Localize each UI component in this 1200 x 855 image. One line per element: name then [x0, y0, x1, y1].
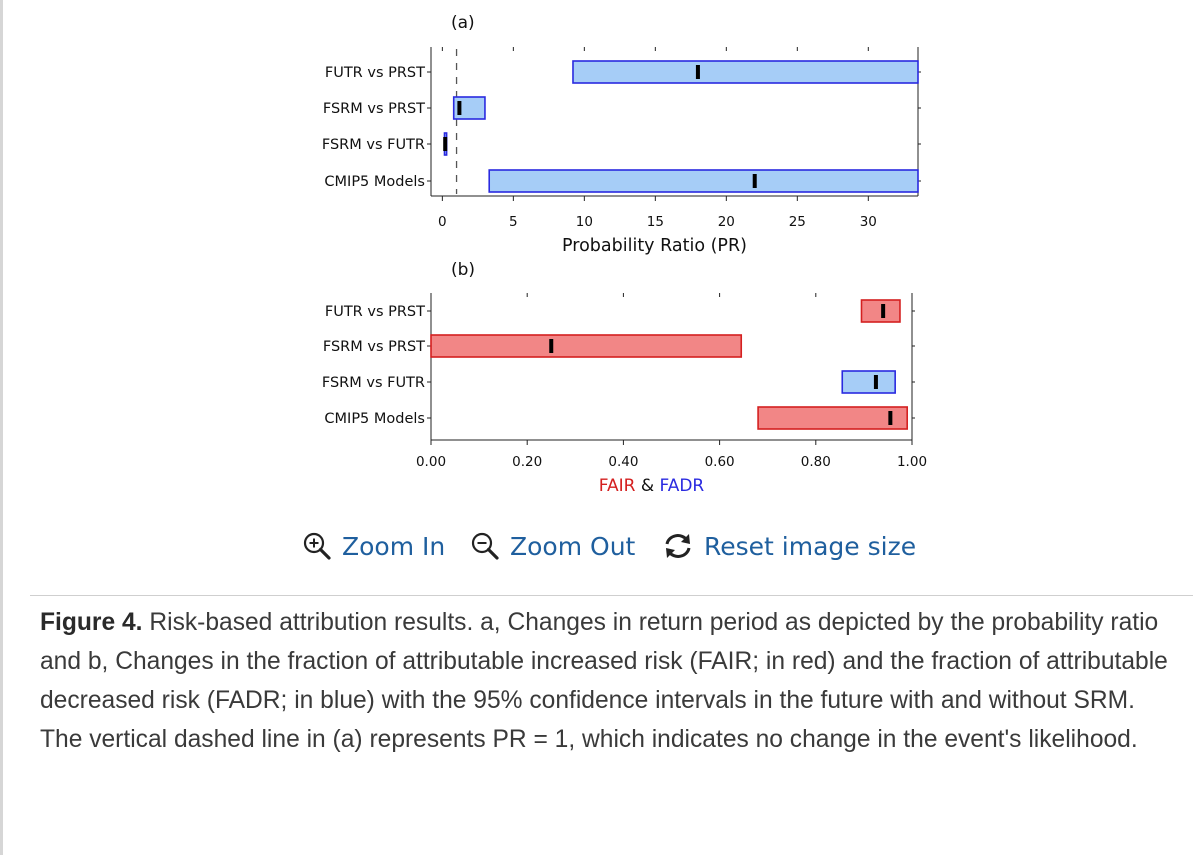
category-label: FSRM vs FUTR: [322, 375, 425, 391]
reset-image-size-button[interactable]: Reset image size: [662, 526, 916, 566]
chart-panel-b: (b) FUTR vs PRST FSRM vs PRST FSRM vs FUTR C…: [322, 260, 927, 496]
zoom-out-button[interactable]: Zoom Out: [470, 526, 635, 566]
x-axis-label-part: FAIR: [599, 476, 636, 496]
panel-label: (a): [451, 13, 475, 33]
category-label: FSRM vs PRST: [323, 101, 425, 117]
x-tick-label: 5: [509, 214, 518, 230]
chart-panel-a: (a) FUTR vs PRST FSRM vs PRST FSRM vs FUTR C…: [322, 13, 921, 256]
figure-4-chart: (a) FUTR vs PRST FSRM vs PRST FSRM vs FUTR C…: [322, 13, 927, 496]
interval-bar: [488, 169, 919, 193]
interval-bar: [757, 406, 908, 430]
zoom-out-icon: [470, 531, 500, 561]
x-tick-label: 0.20: [512, 454, 542, 470]
x-tick-label: 0.00: [416, 454, 446, 470]
interval-bar: [860, 299, 901, 323]
caption-text: Risk-based attribution results. a, Chang…: [40, 609, 1168, 753]
interval-bar: [841, 370, 896, 394]
x-tick-label: 1.00: [897, 454, 927, 470]
median-mark: [443, 137, 448, 151]
x-axis-label: Probability Ratio (PR): [562, 236, 747, 256]
x-axis-label: FAIR & FADR: [599, 476, 705, 496]
interval-bar: [430, 334, 743, 358]
median-mark: [549, 339, 554, 353]
caption-figure-label: Figure 4.: [40, 609, 143, 636]
median-mark: [695, 65, 700, 79]
interval-bar: [452, 96, 486, 120]
median-mark: [881, 304, 886, 318]
refresh-icon: [662, 531, 694, 561]
figure-caption: Figure 4. Risk-based attribution results…: [40, 603, 1180, 759]
median-mark: [873, 375, 878, 389]
zoom-in-button[interactable]: Zoom In: [302, 526, 445, 566]
x-tick-label: 15: [647, 214, 664, 230]
category-label: FUTR vs PRST: [325, 65, 425, 81]
x-tick-label: 0: [438, 214, 447, 230]
x-tick-label: 0.60: [705, 454, 735, 470]
x-tick-label: 25: [789, 214, 806, 230]
category-label: FSRM vs FUTR: [322, 137, 425, 153]
x-axis-label-part: &: [635, 476, 654, 496]
zoom-in-icon: [302, 531, 332, 561]
x-axis-label-part: FADR: [654, 476, 704, 496]
category-label: FUTR vs PRST: [325, 304, 425, 320]
x-tick-label: 30: [860, 214, 877, 230]
interval-bar: [572, 60, 919, 84]
x-tick-label: 0.40: [608, 454, 638, 470]
zoom-out-label: Zoom Out: [510, 531, 636, 561]
x-tick-label: 20: [718, 214, 735, 230]
median-mark: [888, 411, 893, 425]
panel-label: (b): [451, 260, 475, 280]
zoom-in-label: Zoom In: [342, 531, 446, 561]
left-border-rule: [0, 0, 3, 855]
x-tick-label: 10: [576, 214, 593, 230]
reset-image-size-label: Reset image size: [704, 531, 917, 561]
category-label: CMIP5 Models: [324, 174, 425, 190]
caption-divider: [30, 595, 1193, 596]
category-label: FSRM vs PRST: [323, 339, 425, 355]
median-mark: [752, 174, 757, 188]
category-label: CMIP5 Models: [324, 411, 425, 427]
x-tick-label: 0.80: [801, 454, 831, 470]
median-mark: [457, 101, 462, 115]
